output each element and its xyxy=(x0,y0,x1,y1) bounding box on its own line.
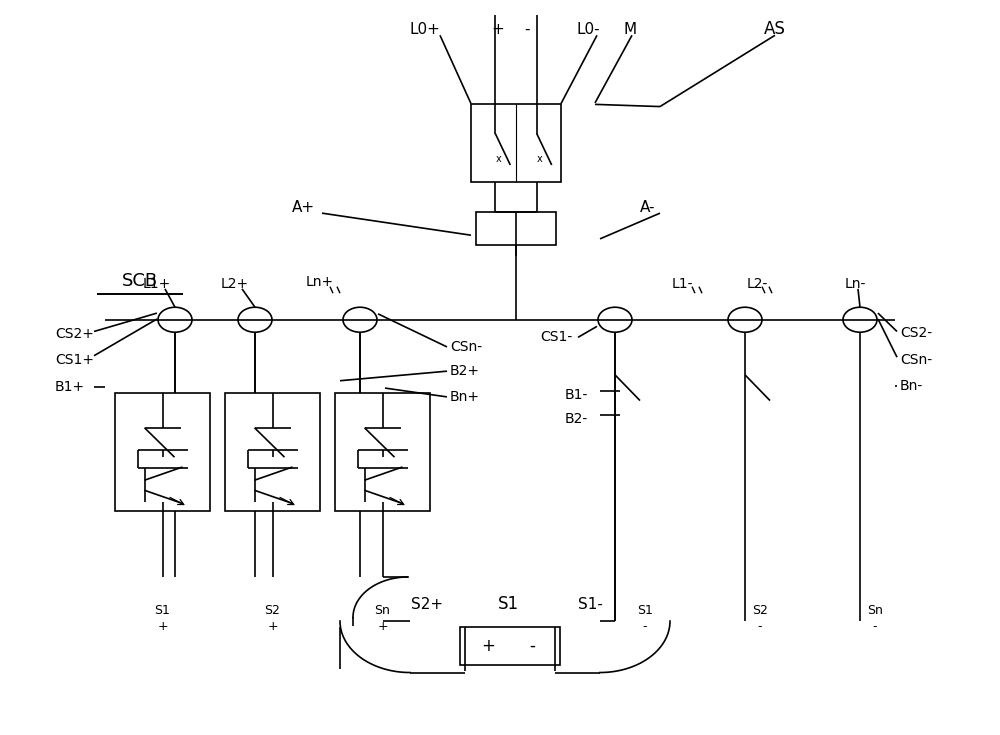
Bar xyxy=(476,212,556,245)
Text: S2+: S2+ xyxy=(411,597,443,612)
Text: SCB: SCB xyxy=(122,272,158,290)
Text: L2+: L2+ xyxy=(221,276,249,291)
Text: L1+: L1+ xyxy=(143,276,171,291)
Text: -: - xyxy=(643,620,647,633)
Text: S2: S2 xyxy=(752,603,768,617)
Text: x: x xyxy=(495,154,501,164)
Text: -: - xyxy=(758,620,762,633)
Bar xyxy=(471,104,561,182)
Text: B2-: B2- xyxy=(565,412,588,426)
Text: AS: AS xyxy=(764,21,786,38)
Text: Bn+: Bn+ xyxy=(450,390,480,404)
Text: B1+: B1+ xyxy=(55,380,85,395)
Text: M: M xyxy=(623,22,637,37)
Bar xyxy=(460,627,560,665)
Text: Sn: Sn xyxy=(867,603,883,617)
Text: S1: S1 xyxy=(497,595,519,613)
Text: A-: A- xyxy=(640,200,656,215)
Bar xyxy=(225,393,320,511)
Text: CSn-: CSn- xyxy=(900,353,932,368)
Text: CS2-: CS2- xyxy=(900,326,932,340)
Text: +: + xyxy=(157,620,168,633)
Bar xyxy=(115,393,210,511)
Text: A+: A+ xyxy=(291,200,315,215)
Text: B2+: B2+ xyxy=(450,364,480,379)
Text: -: - xyxy=(529,637,535,655)
Text: S1: S1 xyxy=(155,603,170,617)
Text: B1-: B1- xyxy=(565,387,588,402)
Text: S2: S2 xyxy=(265,603,280,617)
Text: +: + xyxy=(377,620,388,633)
Bar xyxy=(335,393,430,511)
Text: Sn: Sn xyxy=(375,603,390,617)
Text: +: + xyxy=(492,22,504,37)
Text: CS1-: CS1- xyxy=(540,330,572,345)
Text: L1-: L1- xyxy=(671,276,693,291)
Text: CSn-: CSn- xyxy=(450,340,482,354)
Text: -: - xyxy=(873,620,877,633)
Text: S1-: S1- xyxy=(578,597,602,612)
Text: +: + xyxy=(481,637,495,655)
Text: L2-: L2- xyxy=(746,276,768,291)
Text: CS1+: CS1+ xyxy=(55,353,94,368)
Text: L0+: L0+ xyxy=(410,22,440,37)
Text: +: + xyxy=(267,620,278,633)
Text: x: x xyxy=(537,154,543,164)
Text: S1: S1 xyxy=(637,603,653,617)
Text: Bn-: Bn- xyxy=(900,379,923,393)
Text: Ln-: Ln- xyxy=(844,276,866,291)
Text: -: - xyxy=(524,22,530,37)
Text: Ln+: Ln+ xyxy=(306,274,334,289)
Text: CS2+: CS2+ xyxy=(55,326,94,341)
Text: L0-: L0- xyxy=(576,22,600,37)
